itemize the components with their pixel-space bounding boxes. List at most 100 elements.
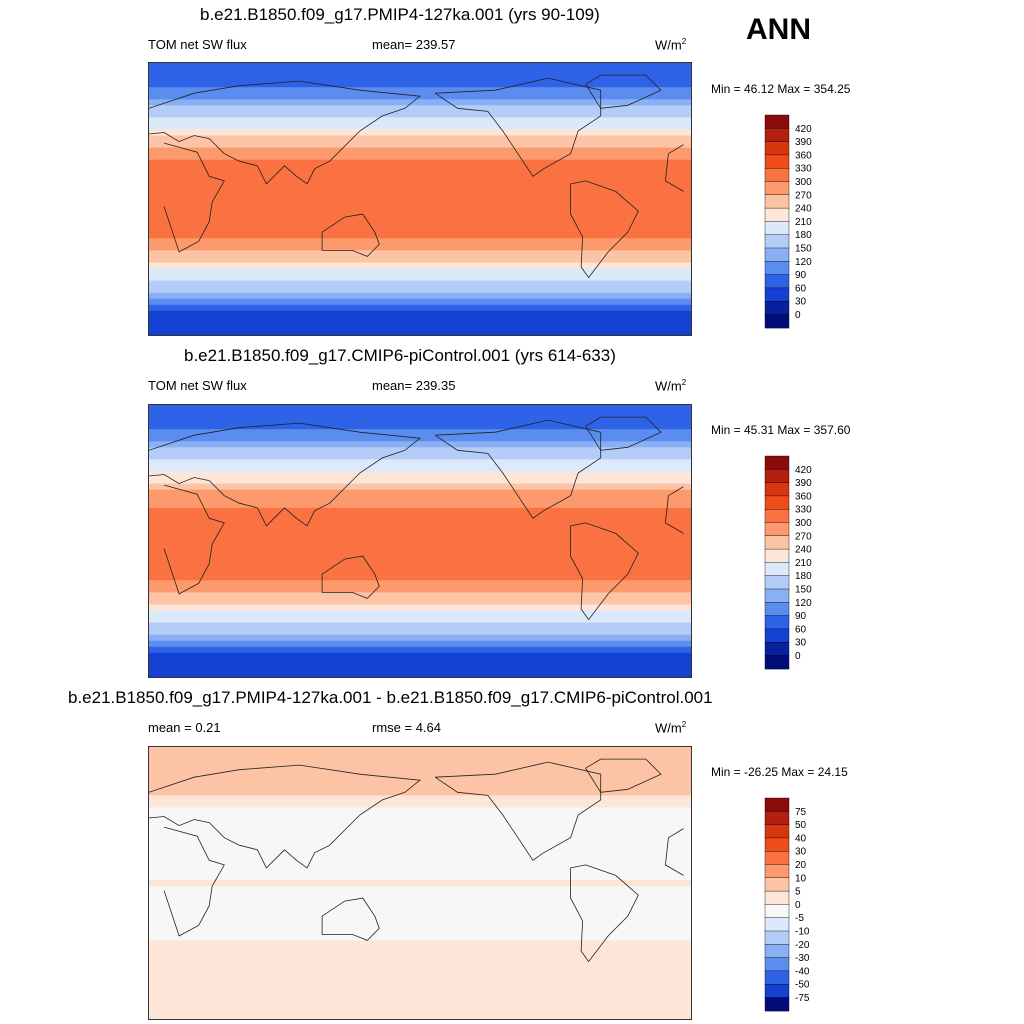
zonal-band bbox=[149, 111, 691, 118]
coastline bbox=[321, 213, 380, 257]
panel3-units-label: W/m2 bbox=[655, 720, 687, 736]
colorbar-tick-label: 0 bbox=[795, 900, 801, 911]
colorbar-box bbox=[764, 207, 790, 222]
colorbar-tick-label: 60 bbox=[795, 283, 807, 294]
colorbar-box bbox=[764, 509, 790, 524]
zonal-band bbox=[149, 501, 691, 509]
colorbar-tick-label: 420 bbox=[795, 465, 812, 476]
colorbar-box bbox=[764, 234, 790, 249]
colorbar-tick-label: 150 bbox=[795, 244, 812, 255]
zonal-band bbox=[149, 892, 691, 899]
zonal-band bbox=[149, 622, 691, 630]
zonal-band bbox=[149, 159, 691, 167]
zonal-band bbox=[149, 568, 691, 575]
zonal-band bbox=[149, 316, 691, 324]
zonal-band bbox=[149, 819, 691, 826]
zonal-band bbox=[149, 837, 691, 845]
colorbar-box bbox=[764, 221, 790, 236]
zonal-band bbox=[149, 958, 691, 966]
colorbar-tick-label: -10 bbox=[795, 927, 810, 938]
zonal-band bbox=[149, 640, 691, 648]
panel3-map-svg bbox=[149, 747, 691, 1019]
colorbar-tick-label: 5 bbox=[795, 887, 801, 898]
zonal-band bbox=[149, 531, 691, 539]
zonal-band bbox=[149, 556, 691, 563]
zonal-band bbox=[149, 465, 691, 472]
zonal-band bbox=[149, 123, 691, 130]
zonal-band bbox=[149, 592, 691, 599]
colorbar-tick-label: 270 bbox=[795, 190, 812, 201]
zonal-band bbox=[149, 250, 691, 257]
colorbar-tick-label: 120 bbox=[795, 598, 812, 609]
zonal-band bbox=[149, 946, 691, 953]
zonal-band bbox=[149, 886, 691, 893]
colorbar-tick-label: 420 bbox=[795, 124, 812, 135]
zonal-band bbox=[149, 214, 691, 221]
coastline bbox=[570, 522, 639, 621]
zonal-band bbox=[149, 982, 691, 990]
colorbar-tick-label: 240 bbox=[795, 545, 812, 556]
panel2-colorbar: 420 390 360 330 300 270 240 210 180 150 120 90 60 30 0 bbox=[764, 455, 825, 672]
panel1-map-svg bbox=[149, 63, 691, 335]
colorbar-tick-label: -40 bbox=[795, 966, 810, 977]
zonal-band bbox=[149, 417, 691, 424]
zonal-band bbox=[149, 580, 691, 587]
panel2-title: b.e21.B1850.f09_g17.CMIP6-piControl.001 … bbox=[184, 346, 616, 365]
zonal-band bbox=[149, 616, 691, 624]
zonal-band bbox=[149, 970, 691, 978]
zonal-band bbox=[149, 519, 691, 527]
zonal-band bbox=[149, 405, 691, 412]
colorbar-box bbox=[764, 957, 790, 972]
zonal-band bbox=[149, 825, 691, 833]
panel1-title: b.e21.B1850.f09_g17.PMIP4-127ka.001 (yrs… bbox=[200, 5, 600, 24]
colorbar-box bbox=[764, 168, 790, 183]
panel2-map bbox=[148, 404, 692, 678]
zonal-band bbox=[149, 93, 691, 100]
colorbar-tick-label: 270 bbox=[795, 531, 812, 542]
colorbar-tick-label: 50 bbox=[795, 820, 807, 831]
zonal-band bbox=[149, 604, 691, 611]
zonal-band bbox=[149, 177, 691, 185]
zonal-band bbox=[149, 292, 691, 300]
colorbar-tick-label: -30 bbox=[795, 953, 810, 964]
panel3-title: b.e21.B1850.f09_g17.PMIP4-127ka.001 - b.… bbox=[68, 688, 713, 707]
coastline bbox=[163, 142, 684, 253]
zonal-band bbox=[149, 304, 691, 312]
zonal-band bbox=[149, 747, 691, 754]
colorbar-tick-label: 75 bbox=[795, 807, 807, 818]
zonal-band bbox=[149, 861, 691, 869]
zonal-band bbox=[149, 208, 691, 215]
colorbar-tick-label: 40 bbox=[795, 833, 807, 844]
zonal-band bbox=[149, 880, 691, 887]
zonal-band bbox=[149, 831, 691, 839]
colorbar-box bbox=[764, 851, 790, 866]
panel1-units-label: W/m2 bbox=[655, 37, 687, 53]
zonal-band bbox=[149, 513, 691, 521]
colorbar-box bbox=[764, 287, 790, 302]
zonal-band bbox=[149, 610, 691, 617]
colorbar-tick-label: 300 bbox=[795, 518, 812, 529]
zonal-band bbox=[149, 286, 691, 294]
zonal-band bbox=[149, 934, 691, 941]
colorbar-box bbox=[764, 300, 790, 315]
colorbar-box bbox=[764, 522, 790, 537]
zonal-band bbox=[149, 423, 691, 430]
zonal-band bbox=[149, 69, 691, 76]
zonal-band bbox=[149, 1006, 691, 1014]
colorbar-box bbox=[764, 970, 790, 985]
panel2-map-svg bbox=[149, 405, 691, 677]
zonal-band bbox=[149, 928, 691, 935]
colorbar-tick-label: 240 bbox=[795, 204, 812, 215]
zonal-band bbox=[149, 429, 691, 436]
zonal-band bbox=[149, 298, 691, 306]
colorbar-tick-label: 90 bbox=[795, 270, 807, 281]
colorbar-box bbox=[764, 602, 790, 617]
panel3-colorbar: 75 50 40 30 20 10 5 0 -5 -10 -20 -30 -40 -50 -75 bbox=[764, 797, 825, 1014]
zonal-band bbox=[149, 646, 691, 654]
colorbar-box bbox=[764, 548, 790, 563]
colorbar-tick-label: 90 bbox=[795, 611, 807, 622]
zonal-band bbox=[149, 789, 691, 796]
zonal-band bbox=[149, 268, 691, 275]
